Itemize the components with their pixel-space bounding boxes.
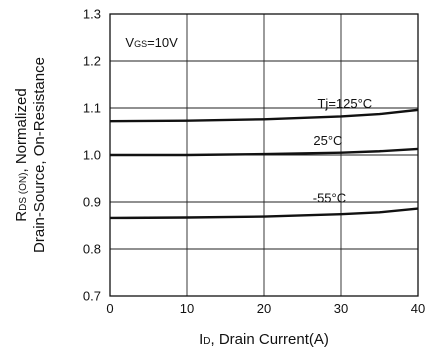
x-axis-label: ID, Drain Current(A)	[199, 331, 329, 348]
series-line	[110, 147, 419, 157]
x-tick-label: 0	[106, 301, 113, 316]
series-line	[109, 207, 419, 220]
series-lines	[109, 108, 419, 220]
plot-frame	[109, 13, 419, 297]
y-axis-label-line1: RDS (ON), Normalized	[13, 88, 30, 221]
y-tick-label: 1.2	[83, 54, 101, 69]
series-labels: Tj=125°C 25°C -55°C	[313, 96, 372, 205]
vgs-annotation: VGS=10V	[125, 35, 178, 50]
x-tick-label: 30	[334, 301, 348, 316]
x-tick-label: 10	[180, 301, 194, 316]
y-tick-label: 0.7	[83, 289, 101, 304]
series-line	[109, 108, 419, 123]
x-tick-label: 20	[257, 301, 271, 316]
y-tick-label: 0.8	[83, 242, 101, 257]
y-tick-label: 1.0	[83, 148, 101, 163]
y-axis-label-line2: Drain-Source, On-Resistance	[31, 57, 48, 253]
tick-labels: 0 10 20 30 40 0.7 0.8 0.9 1.0 1.1 1.2 1.3	[83, 7, 425, 317]
y-tick-label: 0.9	[83, 195, 101, 210]
series-label: 25°C	[313, 133, 342, 148]
series-label: -55°C	[313, 191, 346, 206]
y-tick-label: 1.1	[83, 101, 101, 116]
series-label: Tj=125°C	[317, 96, 372, 111]
y-tick-label: 1.3	[83, 7, 101, 22]
x-tick-label: 40	[411, 301, 425, 316]
